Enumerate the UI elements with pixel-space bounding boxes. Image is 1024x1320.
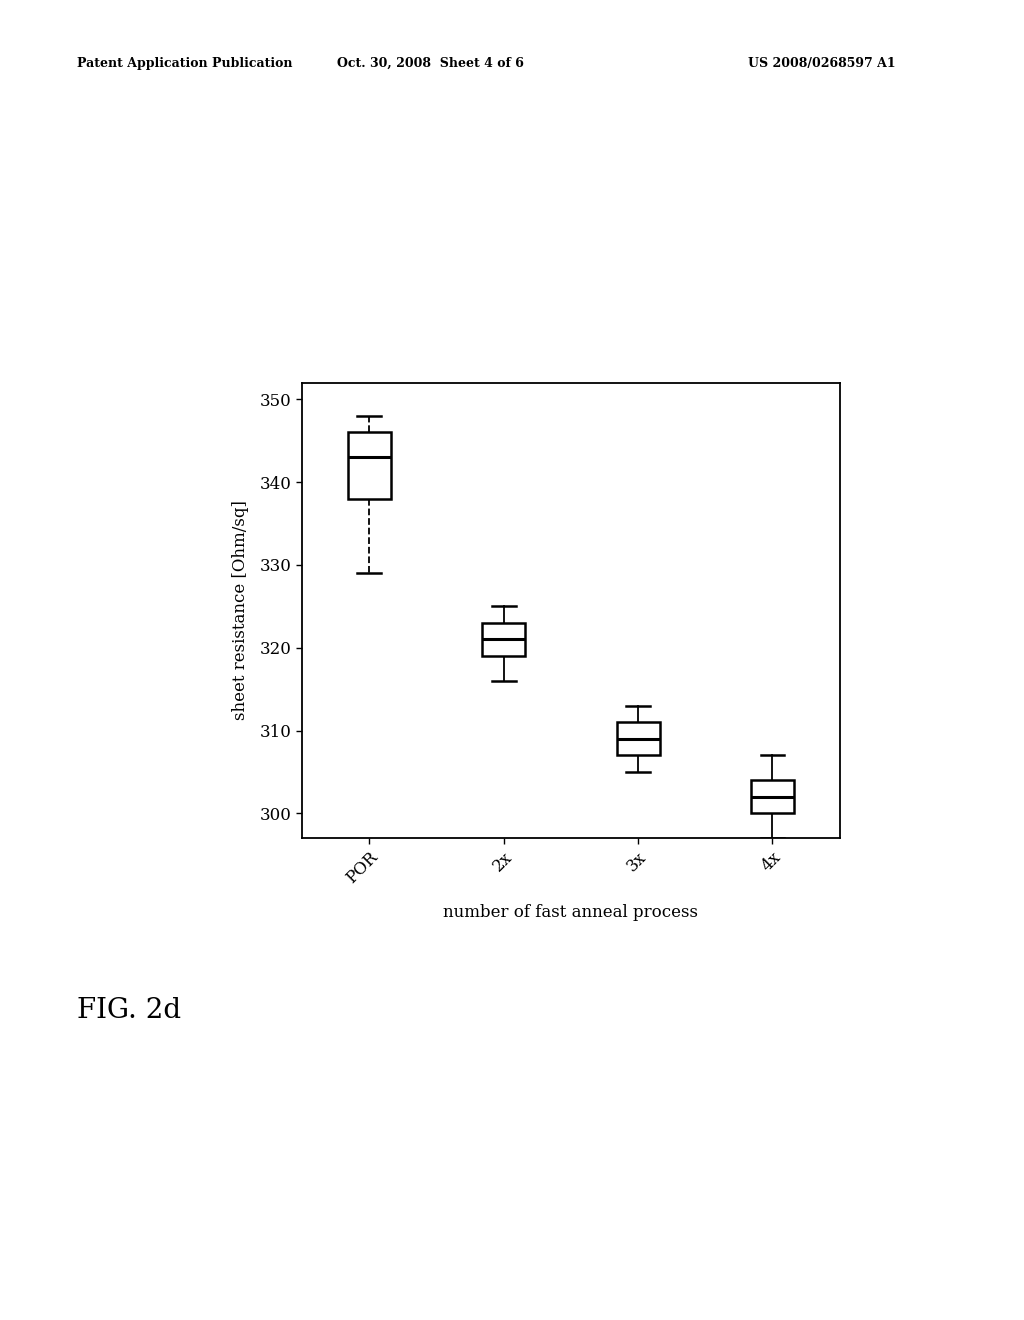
Text: Oct. 30, 2008  Sheet 4 of 6: Oct. 30, 2008 Sheet 4 of 6: [337, 57, 523, 70]
Bar: [751, 780, 794, 813]
Y-axis label: sheet resistance [Ohm/sq]: sheet resistance [Ohm/sq]: [231, 500, 249, 721]
Bar: [616, 722, 659, 755]
Text: US 2008/0268597 A1: US 2008/0268597 A1: [748, 57, 895, 70]
Bar: [348, 433, 391, 499]
X-axis label: number of fast anneal process: number of fast anneal process: [443, 904, 698, 920]
Text: Patent Application Publication: Patent Application Publication: [77, 57, 292, 70]
Text: FIG. 2d: FIG. 2d: [77, 997, 181, 1023]
Bar: [482, 623, 525, 656]
